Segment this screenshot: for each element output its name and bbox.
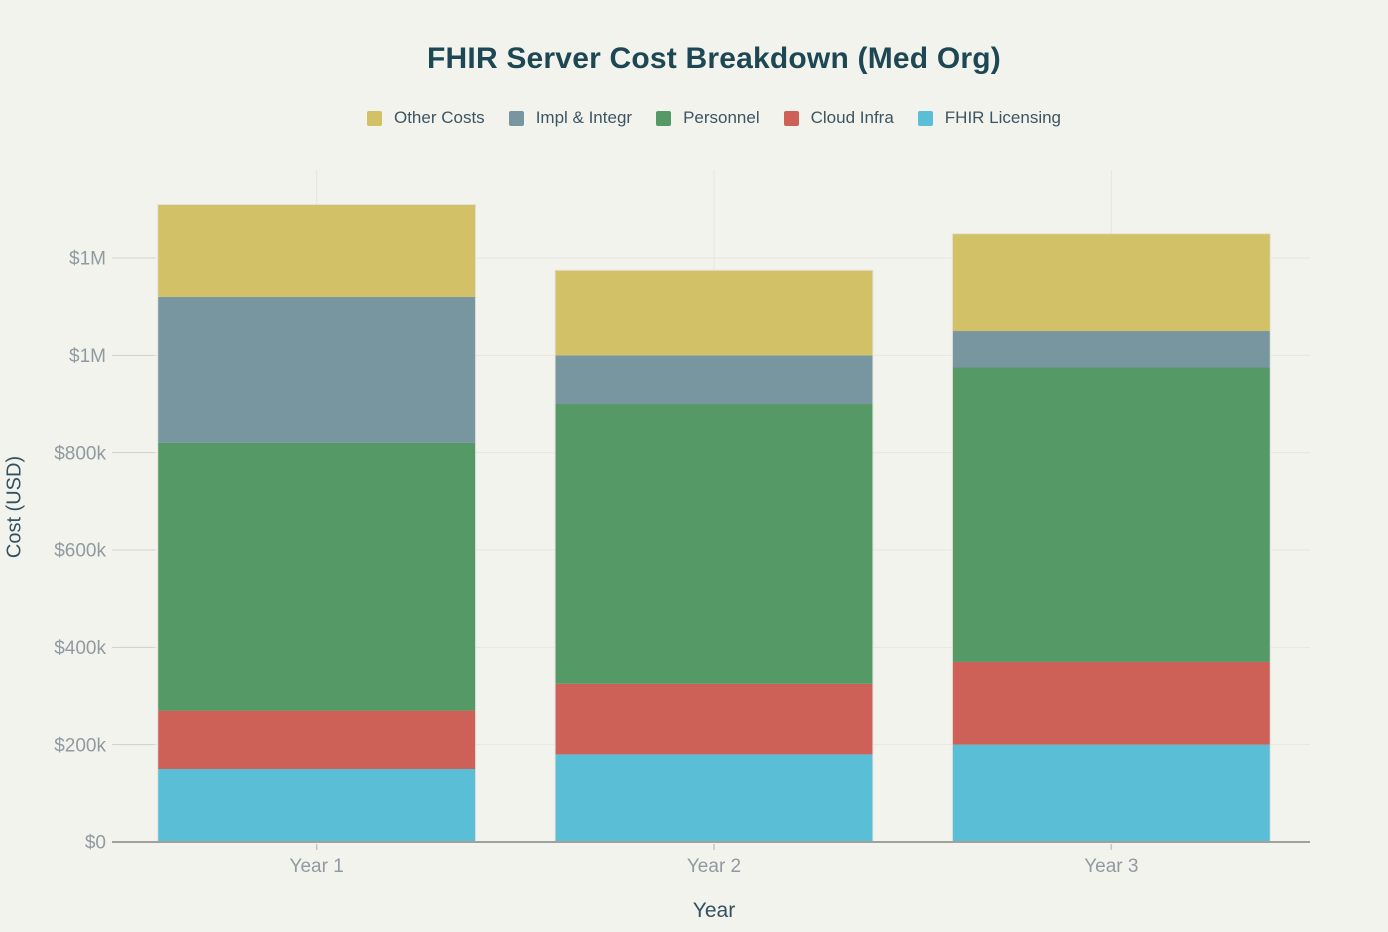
x-axis-title: Year (692, 899, 736, 922)
legend-item-other-costs[interactable]: Other Costs (366, 108, 485, 128)
y-tick-label: $400k (54, 638, 106, 659)
bar-segment-year-2-fhir-licensing[interactable] (555, 754, 873, 842)
chart-title: FHIR Server Cost Breakdown (Med Org) (427, 42, 1001, 75)
y-tick-label: $800k (54, 443, 106, 464)
legend-label: Impl & Integr (535, 108, 633, 127)
legend-item-impl-integr[interactable]: Impl & Integr (508, 108, 633, 128)
legend-label: FHIR Licensing (944, 108, 1062, 127)
legend-item-cloud-infra[interactable]: Cloud Infra (783, 108, 894, 128)
x-tick-label: Year 1 (290, 856, 344, 877)
y-tick-label: $600k (54, 541, 106, 562)
legend-item-fhir-licensing[interactable]: FHIR Licensing (917, 108, 1062, 128)
bar-segment-year-2-other-costs[interactable] (555, 270, 873, 356)
bar-segment-year-2-impl-integr[interactable] (555, 355, 873, 405)
y-tick-label: $1M (69, 346, 106, 367)
x-tick-label: Year 3 (1084, 856, 1138, 877)
x-tick-label: Year 2 (687, 856, 741, 877)
y-tick-label: $1M (69, 249, 106, 270)
legend-swatch-icon (917, 110, 933, 126)
y-tick-label: $200k (54, 735, 106, 756)
chart-legend: Other Costs Impl & Integr Personnel Cloud I… (118, 108, 1310, 128)
bar-segment-year-2-cloud-infra[interactable] (555, 683, 873, 755)
bar-segment-year-1-personnel[interactable] (157, 442, 476, 711)
bar-segment-year-3-impl-integr[interactable] (952, 331, 1271, 368)
bar-segment-year-3-personnel[interactable] (952, 367, 1271, 662)
legend-label: Other Costs (393, 108, 485, 127)
bar-segment-year-1-impl-integr[interactable] (157, 296, 476, 443)
bar-segment-year-1-cloud-infra[interactable] (157, 710, 476, 770)
legend-swatch-icon (783, 110, 799, 126)
legend-swatch-icon (508, 110, 524, 126)
bar-segment-year-3-other-costs[interactable] (952, 233, 1271, 332)
bar-segment-year-3-fhir-licensing[interactable] (952, 744, 1271, 842)
y-axis-title: Cost (USD) (3, 455, 26, 559)
bar-segment-year-2-personnel[interactable] (555, 404, 873, 684)
legend-swatch-icon (366, 110, 382, 126)
bar-segment-year-3-cloud-infra[interactable] (952, 661, 1271, 745)
bar-segment-year-1-fhir-licensing[interactable] (157, 769, 476, 842)
legend-label: Cloud Infra (810, 108, 894, 127)
legend-item-personnel[interactable]: Personnel (656, 108, 760, 128)
y-tick-label: $0 (85, 833, 106, 854)
bar-segment-year-1-other-costs[interactable] (157, 204, 476, 297)
legend-label: Personnel (683, 108, 760, 127)
legend-swatch-icon (656, 110, 672, 126)
